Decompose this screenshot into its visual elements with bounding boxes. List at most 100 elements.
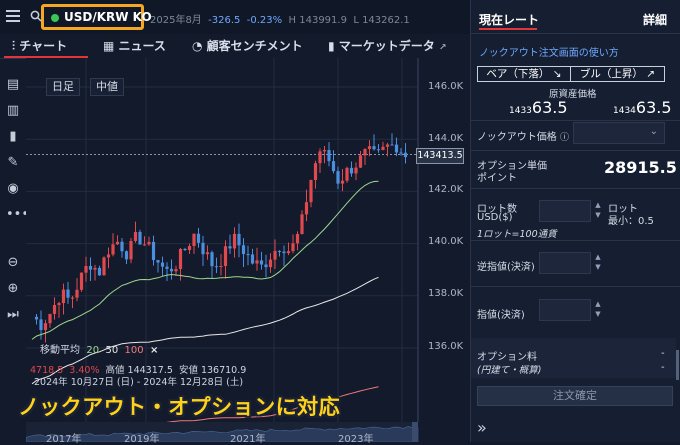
limit-stepper[interactable]: ▲ ▼ (595, 300, 601, 318)
ko-price-select[interactable]: ⌄ (573, 122, 665, 144)
zoom-out-icon[interactable]: ⊖ (7, 255, 19, 270)
jump-to-latest-icon[interactable]: ⏭ (7, 307, 19, 322)
howto-link[interactable]: ノックアウト注文画面の使い方 (479, 48, 619, 59)
x-tick-label: 2019年 (124, 434, 160, 445)
limit-input[interactable] (539, 299, 591, 321)
menu-icon[interactable] (6, 8, 20, 22)
ma-20[interactable]: 20 (86, 345, 100, 356)
moving-average-legend: 移動平均 20 50 100 × (40, 341, 158, 356)
ma-100[interactable]: 100 (124, 345, 144, 356)
candle (210, 252, 214, 267)
range-change-pct: 3.40% (69, 365, 100, 376)
ticker-high: H 143991.9 (288, 15, 347, 26)
ma-20-line (31, 180, 379, 340)
tab-market-data-label: マーケットデータ (338, 39, 435, 53)
tab-current-rate[interactable]: 現在レート (479, 13, 540, 27)
lot-input[interactable] (539, 200, 591, 222)
content-tabs: ⫶ チャート ▦ ニュース ◔ 顧客センチメント ▮ マーケットデータ ↗ (0, 34, 470, 59)
period-button[interactable]: 日足 (46, 78, 80, 96)
candle (192, 233, 196, 247)
candle (43, 323, 48, 331)
panel-divider (471, 286, 680, 287)
x-tick-label: 2021年 (230, 434, 266, 445)
pair-selector[interactable]: USD/KRW KO (41, 4, 152, 30)
chart-tab-icon: ⫶ (12, 39, 16, 53)
candle (79, 272, 84, 290)
tab-sentiment[interactable]: ◔ 顧客センチメント (192, 37, 303, 54)
candle (70, 297, 75, 299)
candle (61, 289, 66, 304)
candle (160, 262, 165, 267)
candle (390, 144, 394, 146)
tab-news-label: ニュース (118, 39, 166, 53)
lot-stepper[interactable]: ▲ ▼ (595, 201, 601, 219)
collapse-icon[interactable]: » (477, 418, 487, 437)
ticker-change-pct: -0.23% (246, 15, 283, 26)
bear-button[interactable]: ベア（下落） ↘ (478, 67, 571, 81)
search-icon[interactable] (30, 10, 42, 22)
candle (115, 241, 120, 245)
candle (174, 269, 178, 272)
candle (340, 180, 345, 184)
candle (309, 180, 313, 203)
stop-label: 逆指値(決済) (477, 262, 535, 273)
candle (106, 254, 111, 258)
candle (277, 250, 282, 252)
active-tab-indicator (4, 56, 88, 58)
candle (111, 244, 115, 255)
candle (358, 155, 363, 168)
more-icon[interactable]: ••• (6, 207, 30, 222)
candle (331, 161, 336, 172)
candle (39, 319, 43, 331)
order-confirm-button[interactable]: 注文確定 (477, 386, 673, 406)
candle (169, 268, 174, 272)
tab-chart[interactable]: ⫶ チャート (12, 37, 67, 54)
underlying-price-label: 原資産価格 (549, 89, 597, 100)
fee-label: オプション料 (477, 352, 537, 363)
stop-stepper[interactable]: ▲ ▼ (595, 253, 601, 271)
candle (282, 251, 286, 254)
price-chart[interactable]: 日足 中値 146.0K 144.0K 142.0K 140.0K 138.0K… (26, 58, 470, 445)
candle (138, 231, 142, 245)
y-tick-label: 138.0K (428, 288, 464, 299)
chevron-down-icon: ⌄ (649, 126, 658, 137)
candle (295, 234, 300, 244)
bull-label: ブル（上昇） (579, 68, 643, 80)
candle (385, 144, 390, 147)
info-icon[interactable]: ⓘ (560, 133, 570, 143)
tab-news[interactable]: ▦ ニュース (103, 37, 166, 54)
candle (75, 289, 79, 298)
up-arrow-icon: ↗ (646, 68, 656, 80)
candle (133, 231, 138, 241)
stop-input[interactable] (539, 252, 591, 274)
ticker-change: -326.5 (208, 15, 241, 26)
bull-button[interactable]: ブル（上昇） ↗ (571, 67, 664, 81)
ma-50[interactable]: 50 (105, 345, 119, 356)
bar-chart-icon[interactable]: ▮ (9, 129, 17, 144)
navigator-handle (412, 422, 418, 442)
eye-icon[interactable]: ◉ (7, 181, 19, 196)
tab-detail[interactable]: 詳細 (643, 13, 668, 27)
candle (367, 146, 372, 150)
tab-market-data[interactable]: ▮ マーケットデータ ↗ (328, 37, 447, 54)
limit-label: 指値(決済) (477, 310, 525, 321)
pencil-icon[interactable]: ✎ (7, 155, 19, 170)
panel-divider (471, 188, 680, 189)
template-icon[interactable]: ▥ (6, 103, 20, 118)
price-type-button[interactable]: 中値 (90, 78, 124, 96)
candle (34, 316, 39, 320)
range-dates: 2024年 10月27日 (日) - 2024年 12月28日 (土) (34, 377, 244, 388)
panel-divider (471, 33, 680, 34)
candle (52, 304, 57, 314)
range-change: 4718.5 (30, 365, 64, 376)
tab-sentiment-label: 顧客センチメント (206, 39, 303, 53)
candle (250, 254, 255, 264)
zoom-in-icon[interactable]: ⊕ (7, 281, 19, 296)
pair-name: USD/KRW KO (64, 10, 152, 24)
ask-price: 143463.5 (613, 98, 672, 117)
close-icon[interactable]: × (150, 345, 159, 356)
indicator-list-icon[interactable]: ▤ (6, 77, 20, 92)
panel-scrollbar[interactable] (676, 350, 679, 380)
y-tick-label: 146.0K (428, 81, 464, 92)
range-high: 高値 144317.5 (105, 365, 173, 376)
